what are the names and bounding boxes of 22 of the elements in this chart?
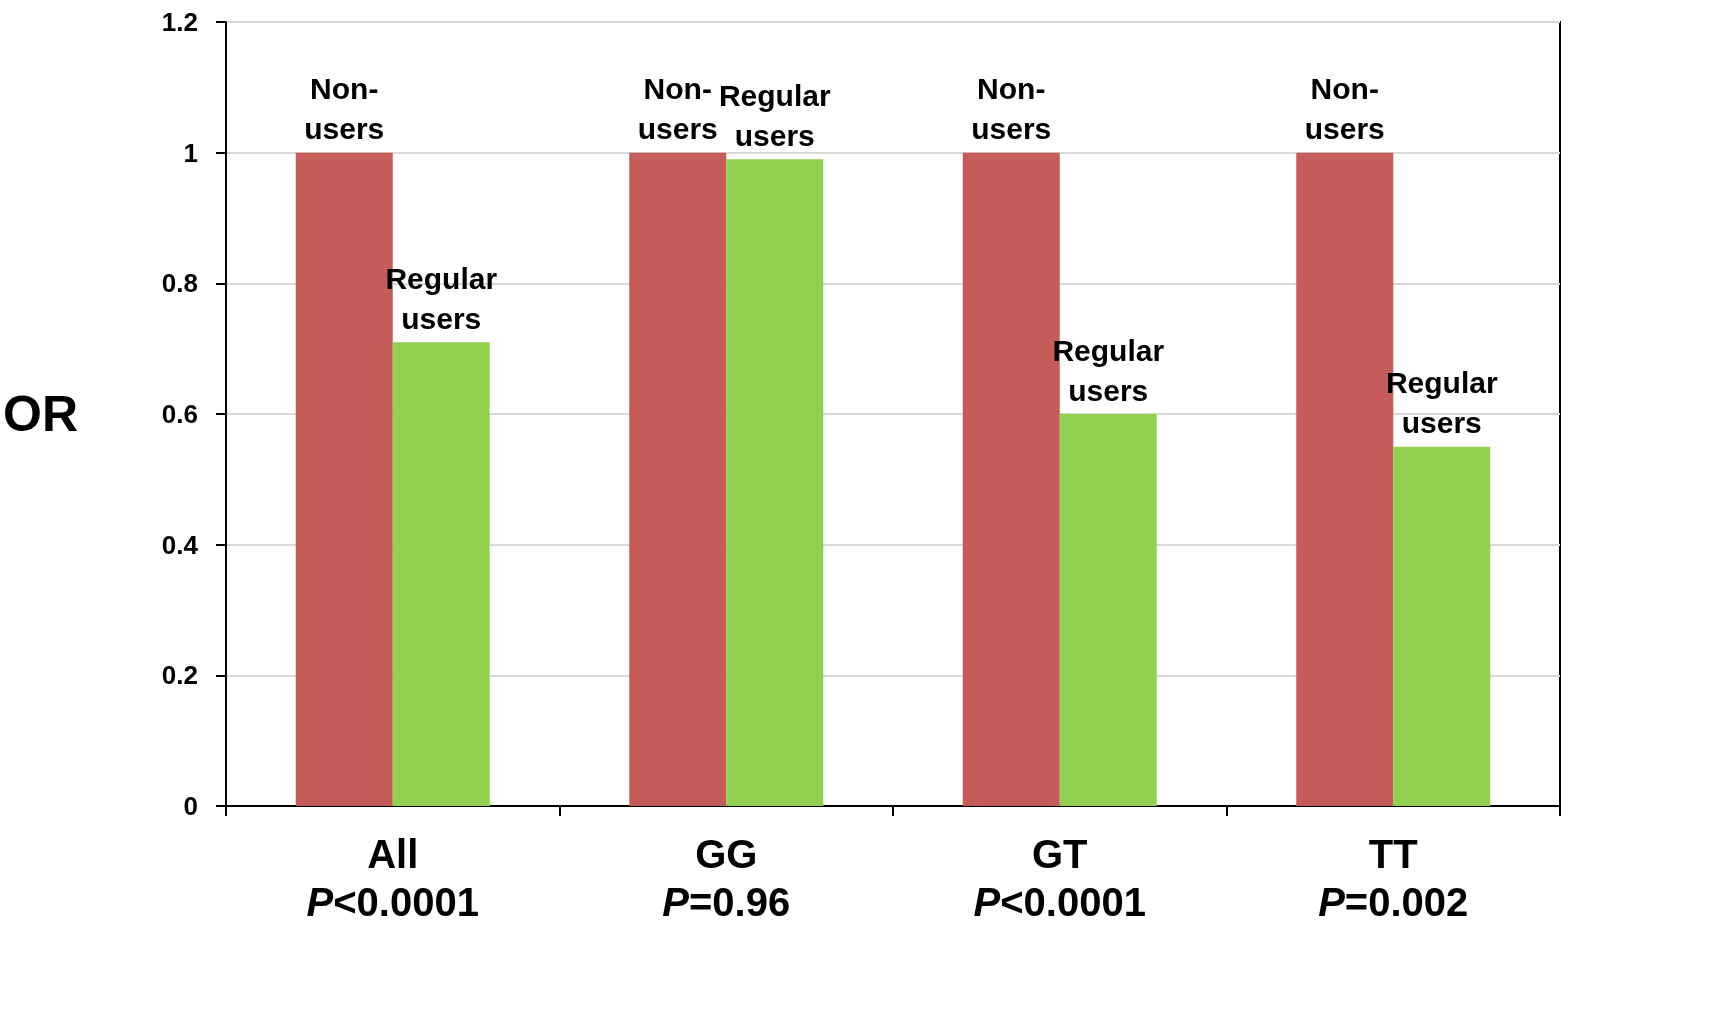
x-tick-label: TT P=0.002	[1318, 832, 1469, 924]
x-tick-label: All P<0.0001	[306, 832, 479, 924]
bar	[629, 152, 727, 806]
text: Non-users	[1304, 72, 1385, 146]
series-label: Non-users	[304, 72, 385, 146]
y-tick-label: 1.2	[161, 7, 198, 37]
y-tick-label: 0.6	[161, 399, 198, 429]
bar	[726, 159, 824, 806]
x-tick-label: GT P<0.0001	[973, 832, 1146, 924]
x-tick-label: GG P=0.96	[662, 832, 791, 924]
text: Non-users	[971, 72, 1052, 146]
y-tick-label: 1	[183, 137, 198, 168]
text: Non-users	[637, 72, 718, 146]
text: Regular users	[718, 78, 831, 152]
bar	[1059, 414, 1157, 806]
y-tick-label: 0.4	[161, 529, 199, 560]
y-tick-label: 0.2	[161, 660, 198, 691]
bar	[1393, 446, 1491, 806]
bar	[392, 342, 490, 806]
y-tick-label: 0.8	[161, 268, 198, 299]
y-tick-label: 0	[183, 791, 198, 821]
y-axis-title: OR	[3, 386, 78, 442]
